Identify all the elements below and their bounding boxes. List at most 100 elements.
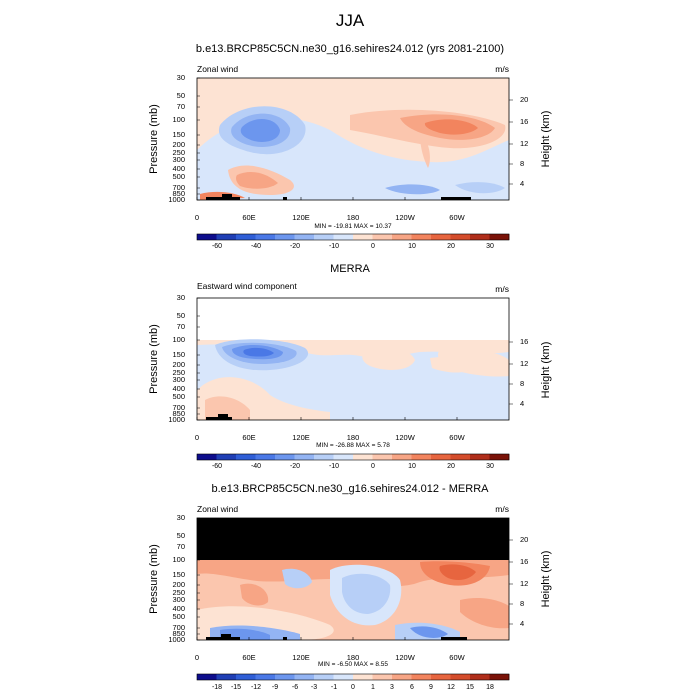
colorbar-label: 10	[408, 243, 416, 250]
y-tick-label: 850	[172, 409, 185, 418]
y-ticks	[197, 297, 200, 421]
colorbar-cell	[275, 234, 295, 240]
height-tick-label: 20	[520, 535, 528, 544]
pressure-axis: 30 50 70 100 150 200 250 300 400 500 700…	[148, 293, 200, 424]
y-tick-label: 500	[172, 392, 185, 401]
height-ticks	[509, 341, 513, 405]
colorbar-cell	[392, 454, 412, 460]
x-tick-label: 120W	[395, 213, 416, 222]
x-tick-label: 0	[195, 433, 199, 442]
x-tick-label: 120E	[292, 653, 310, 662]
height-tick-label: 16	[520, 557, 528, 566]
colorbar-label: 3	[390, 684, 394, 691]
x-ticks	[196, 417, 458, 420]
colorbar-label: 30	[486, 463, 494, 470]
y-tick-label: 700	[172, 403, 185, 412]
x-tick-label: 120W	[395, 433, 416, 442]
x-tick-label: 180	[347, 213, 360, 222]
colorbar-cell	[411, 234, 432, 240]
panel-title: b.e13.BRCP85C5CN.ne30_g16.sehires24.012 …	[196, 43, 504, 55]
y-tick-label: 850	[172, 629, 185, 638]
colorbar-cell	[275, 454, 295, 460]
y-tick-label: 250	[172, 368, 185, 377]
colorbar-cell	[489, 234, 510, 240]
colorbar-cell	[294, 454, 315, 460]
y-tick-label: 400	[172, 604, 185, 613]
y-tick-label: 1000	[168, 635, 185, 644]
x-tick-label: 60W	[449, 213, 465, 222]
page-title: JJA	[336, 11, 365, 30]
colorbar-cell	[314, 674, 334, 680]
colorbar-label: 10	[408, 463, 416, 470]
colorbar-label: 20	[447, 243, 455, 250]
y-tick-label: 1000	[168, 415, 185, 424]
y-tick-label: 250	[172, 148, 185, 157]
x-tick-label: 180	[347, 653, 360, 662]
colorbar-label: -18	[212, 684, 222, 691]
x-tick-label: 60W	[449, 433, 465, 442]
colorbar-cell	[353, 454, 373, 460]
y-tick-label: 300	[172, 595, 185, 604]
height-ticks	[509, 99, 513, 185]
colorbar-label: -10	[329, 243, 339, 250]
y-tick-label: 100	[172, 335, 185, 344]
y-ticks	[197, 77, 200, 201]
colorbar-cell	[489, 454, 510, 460]
colorbar-cell	[431, 454, 451, 460]
height-axis: 16 12 8 4 Height (km)	[509, 337, 552, 408]
colorbar-cell	[392, 234, 412, 240]
colorbar-cell	[450, 454, 471, 460]
topography	[206, 634, 467, 640]
x-ticks	[196, 197, 458, 200]
height-axis: 20 16 12 8 4 Height (km)	[509, 535, 552, 628]
y-tick-label: 30	[177, 73, 185, 82]
y-tick-label: 300	[172, 155, 185, 164]
units-label: m/s	[495, 64, 509, 74]
left-label: Eastward wind component	[197, 281, 297, 291]
height-tick-label: 12	[520, 139, 528, 148]
longitude-axis: 0 60E 120E 180 120W 60W	[195, 417, 466, 442]
colorbar-cell	[353, 674, 373, 680]
colorbar-cell	[275, 674, 295, 680]
colorbar-cell	[216, 674, 237, 680]
y-axis-label: Pressure (mb)	[148, 104, 160, 174]
y-tick-label: 30	[177, 513, 185, 522]
x-tick-label: 0	[195, 213, 199, 222]
contour-field	[197, 78, 509, 200]
height-ticks	[509, 539, 513, 625]
colorbar-label: -12	[251, 684, 261, 691]
topography	[206, 414, 232, 420]
y-tick-label: 1000	[168, 195, 185, 204]
y-tick-label: 850	[172, 189, 185, 198]
colorbar-cell	[333, 454, 354, 460]
colorbar-cell	[372, 454, 393, 460]
y-tick-label: 200	[172, 360, 185, 369]
y-tick-label: 200	[172, 140, 185, 149]
colorbar-cell	[333, 234, 354, 240]
stats-text: MIN = -6.50 MAX = 8.55	[318, 661, 388, 668]
colorbar-cell	[236, 454, 256, 460]
colorbar-cell	[314, 234, 334, 240]
colorbar-frame	[196, 233, 510, 241]
colorbar-label: -20	[290, 463, 300, 470]
colorbar-label: 0	[371, 463, 375, 470]
y-ticks	[197, 517, 200, 641]
height-tick-label: 16	[520, 117, 528, 126]
height-axis-label: Height (km)	[540, 342, 552, 399]
colorbar-cell	[216, 454, 237, 460]
y-tick-label: 400	[172, 384, 185, 393]
colorbar-cell	[450, 674, 471, 680]
colorbar-label: 9	[429, 684, 433, 691]
colorbar-label: 0	[351, 684, 355, 691]
y-tick-label: 70	[177, 322, 185, 331]
panel-merra: MERRA Eastward wind component m/s 30 50 …	[148, 263, 552, 470]
units-label: m/s	[495, 504, 509, 514]
panel-title: b.e13.BRCP85C5CN.ne30_g16.sehires24.012 …	[212, 483, 490, 495]
y-tick-label: 50	[177, 311, 185, 320]
pressure-axis: 30 50 70 100 150 200 250 300 400 500 700…	[148, 513, 200, 644]
colorbar-cell	[431, 674, 451, 680]
missing-data-region	[197, 518, 509, 560]
x-tick-label: 120E	[292, 433, 310, 442]
colorbar-cell	[255, 234, 276, 240]
